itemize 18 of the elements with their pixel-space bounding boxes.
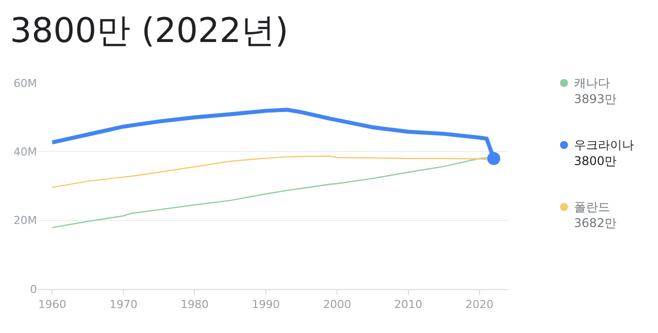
y-tick-label: 60M [14, 76, 37, 90]
x-tick-label: 1980 [180, 298, 209, 312]
text: 3893만 [574, 91, 618, 107]
chart-title: 3800만 (2022년) [10, 10, 288, 53]
legend-label: 캐나다 [574, 75, 611, 91]
x-tick-label: 2010 [394, 298, 422, 312]
y-tick-label: 40M [14, 146, 37, 159]
x-tick-label: 2020 [466, 298, 494, 312]
y-tick-label: 20M [14, 214, 37, 228]
x-tick-label: 1970 [109, 298, 138, 312]
x-tick-label: 1960 [38, 298, 66, 312]
legend-label: 우크라이나 [574, 137, 635, 153]
x-tick-label: 2000 [323, 298, 352, 312]
text: 3800만 [574, 153, 618, 169]
y-tick-label: 0 [30, 282, 37, 296]
legend-label: 폴란드 [574, 199, 611, 215]
x-tick-label: 1990 [252, 298, 280, 312]
text: 3682만 [574, 215, 618, 231]
